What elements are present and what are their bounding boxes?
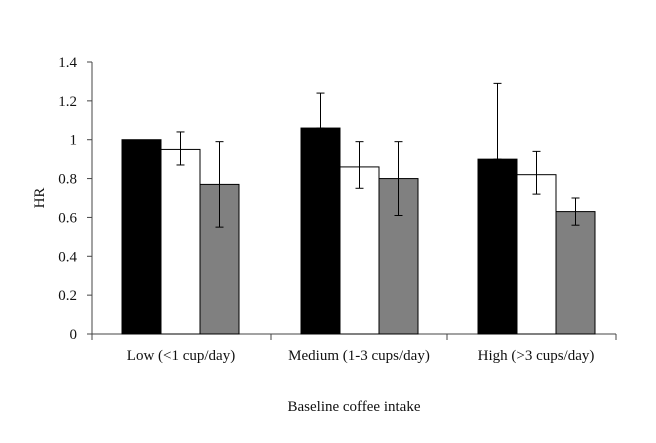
y-axis-title: HR xyxy=(32,188,48,209)
y-tick-label: 0 xyxy=(70,327,78,343)
category-label: Low (<1 cup/day) xyxy=(127,348,235,364)
bar-series-1-medium xyxy=(300,127,341,335)
bar-series-1-high xyxy=(477,158,518,335)
category-label-layer: Low (<1 cup/day) Medium (1-3 cups/day) Hig… xyxy=(127,348,595,364)
y-tick-label: 1.2 xyxy=(58,94,77,110)
y-tick-label: 0.2 xyxy=(58,288,77,304)
category-label: High (>3 cups/day) xyxy=(478,348,595,364)
bar-series-2-medium xyxy=(339,166,380,335)
category-label: Medium (1-3 cups/day) xyxy=(288,348,430,364)
bar-series-1-low xyxy=(121,139,162,335)
y-tick-label: 0.8 xyxy=(58,172,77,188)
error-bar-layer xyxy=(176,82,580,228)
y-tick-label: 0.4 xyxy=(58,249,77,265)
bar-layer xyxy=(121,127,596,335)
y-tick-label: 1 xyxy=(70,133,78,149)
y-tick-label: 0.6 xyxy=(58,210,77,226)
y-tick-label: 1.4 xyxy=(58,55,77,71)
bar-series-3-high xyxy=(555,211,596,335)
bar-series-2-low xyxy=(160,148,201,335)
tick-layer: 0 0.2 0.4 0.6 0.8 1 1.2 1.4 xyxy=(58,55,617,343)
bar-series-2-high xyxy=(516,174,557,335)
x-axis-title: Baseline coffee intake xyxy=(288,399,421,415)
